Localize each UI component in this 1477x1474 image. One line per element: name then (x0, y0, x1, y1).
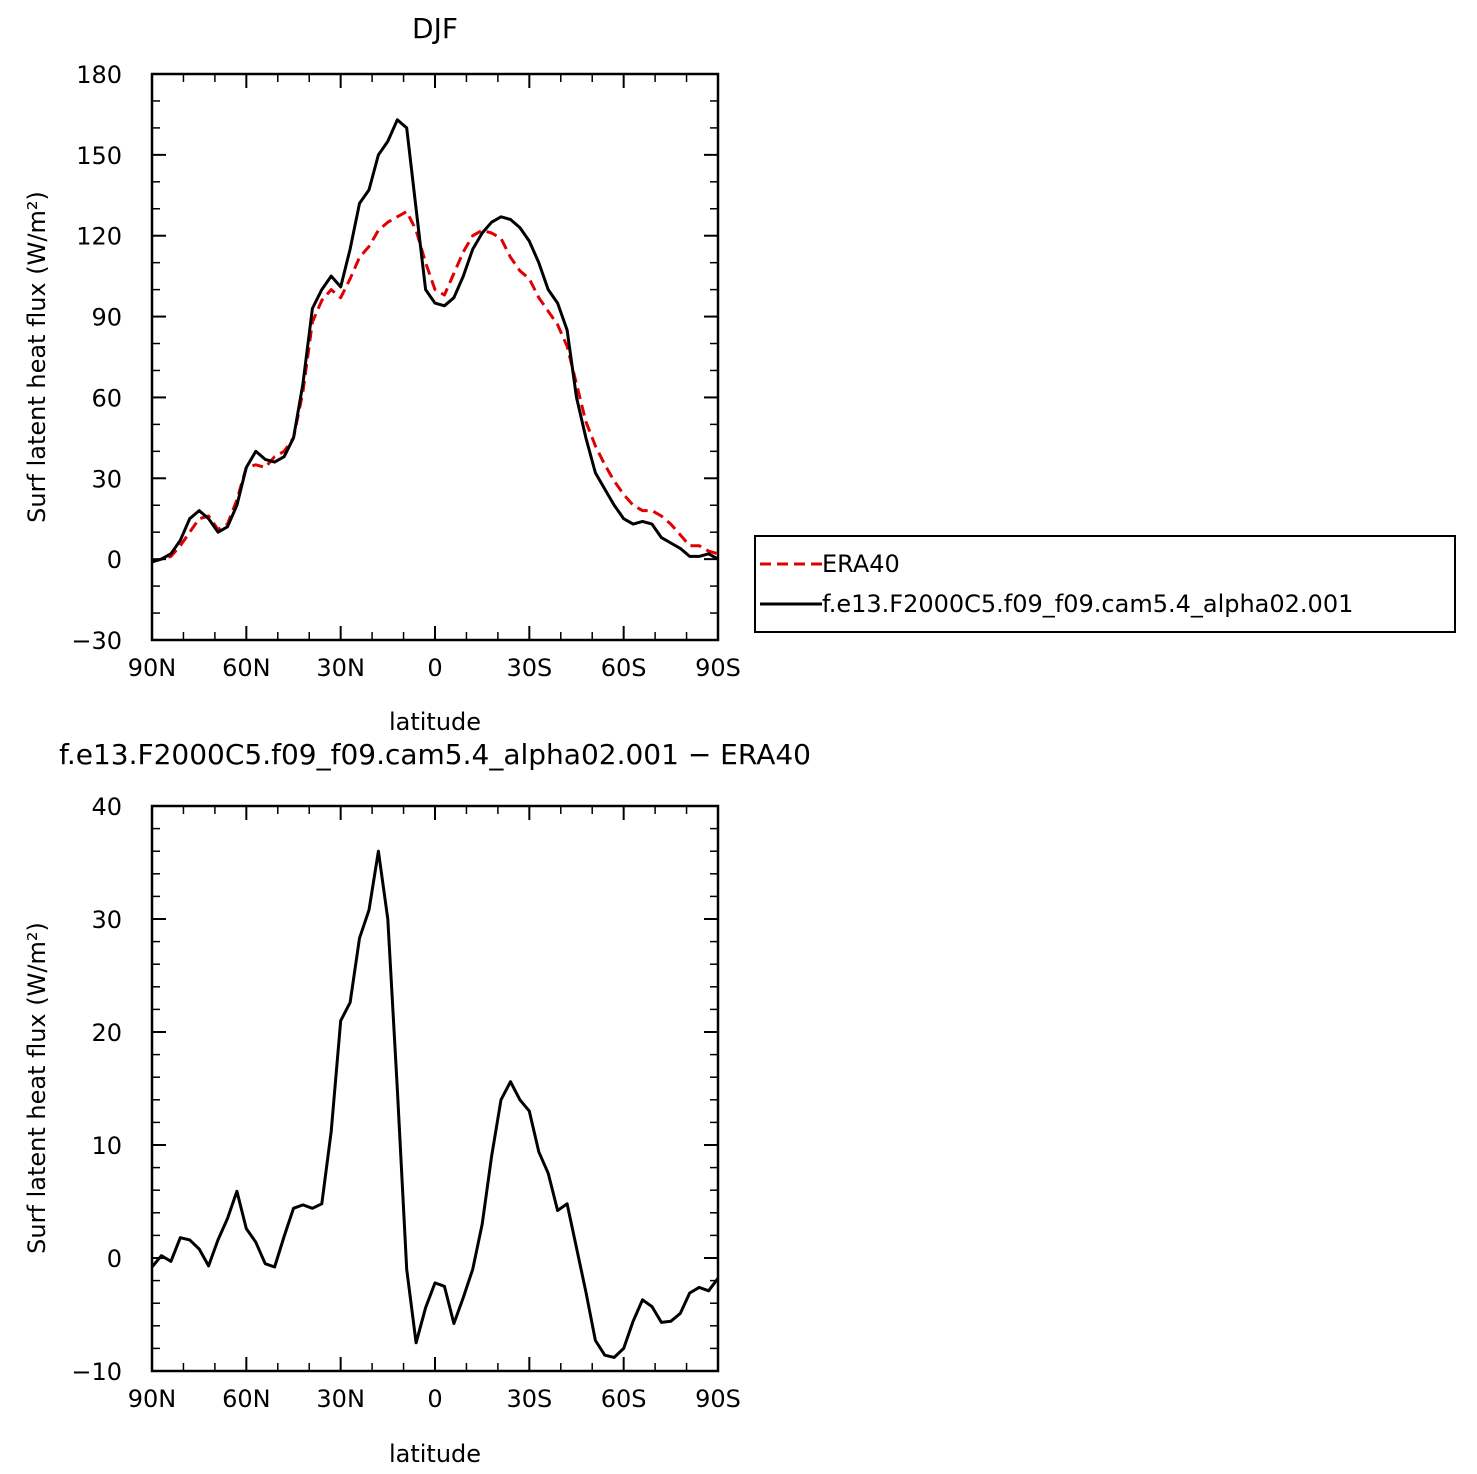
top-x-tick-label: 60N (222, 654, 271, 682)
top-series-line-1 (151, 118, 719, 564)
top-y-tick-label: 60 (91, 384, 122, 412)
bottom-series (150, 849, 720, 1359)
bottom-y-tick-label: 0 (107, 1245, 122, 1273)
top-y-tick-label: 120 (76, 223, 122, 251)
top-x-tick-label: 60S (601, 654, 647, 682)
bottom-x-tick-label: 30S (506, 1385, 552, 1413)
bottom-series-line-0 (150, 849, 720, 1359)
top-x-axis-label: latitude (389, 708, 481, 736)
top-y-axis-label: Surf latent heat flux (W/m²) (23, 191, 51, 523)
top-x-tick-label: 90N (128, 654, 177, 682)
bottom-x-tick-label: 90S (695, 1385, 741, 1413)
legend-label-model: f.e13.F2000C5.f09_f09.cam5.4_alpha02.001 (822, 590, 1353, 618)
bottom-y-tick-label: 20 (91, 1019, 122, 1047)
top-panel: DJF 90N 60N 30N 0 30S 60S 90S −30 0 30 60 90 120 150 1… (23, 12, 741, 736)
top-plot-frame (150, 72, 720, 642)
top-y-tick-label: 180 (76, 61, 122, 89)
bottom-x-axis-label: latitude (389, 1440, 481, 1468)
bottom-y-tick-label: 10 (91, 1132, 122, 1160)
bottom-x-tick-label: 30N (316, 1385, 365, 1413)
top-y-tick-label: 90 (91, 304, 122, 332)
top-x-tick-label: 30N (316, 654, 365, 682)
top-ticks: 90N 60N 30N 0 30S 60S 90S −30 0 30 60 90 120 150 180 (71, 61, 741, 682)
top-y-tick-label: 0 (107, 546, 122, 574)
top-y-tick-label: 150 (76, 142, 122, 170)
top-series (151, 118, 719, 564)
bottom-ticks: 90N 60N 30N 0 30S 60S 90S −10 0 10 20 30 40 (71, 793, 741, 1413)
top-x-tick-label: 0 (427, 654, 442, 682)
top-series-line-0 (151, 210, 719, 564)
bottom-x-tick-label: 0 (427, 1385, 442, 1413)
top-plot-border (150, 72, 720, 642)
bottom-x-tick-label: 60S (601, 1385, 647, 1413)
bottom-panel: f.e13.F2000C5.f09_f09.cam5.4_alpha02.001… (23, 738, 811, 1468)
bottom-chart-title: f.e13.F2000C5.f09_f09.cam5.4_alpha02.001… (59, 738, 811, 771)
bottom-x-tick-label: 60N (222, 1385, 271, 1413)
top-y-tick-label: 30 (91, 465, 122, 493)
top-chart-title: DJF (412, 12, 458, 45)
top-x-tick-label: 90S (695, 654, 741, 682)
legend-label-era40: ERA40 (822, 550, 900, 578)
bottom-y-tick-label: −10 (71, 1358, 122, 1386)
bottom-y-axis-label: Surf latent heat flux (W/m²) (23, 922, 51, 1254)
bottom-y-tick-label: 30 (91, 906, 122, 934)
top-y-tick-label: −30 (71, 627, 122, 655)
top-x-tick-label: 30S (506, 654, 552, 682)
legend-box (754, 535, 1456, 633)
legend: ERA40 f.e13.F2000C5.f09_f09.cam5.4_alpha… (754, 535, 1456, 633)
bottom-x-tick-label: 90N (128, 1385, 177, 1413)
bottom-y-tick-label: 40 (91, 793, 122, 821)
